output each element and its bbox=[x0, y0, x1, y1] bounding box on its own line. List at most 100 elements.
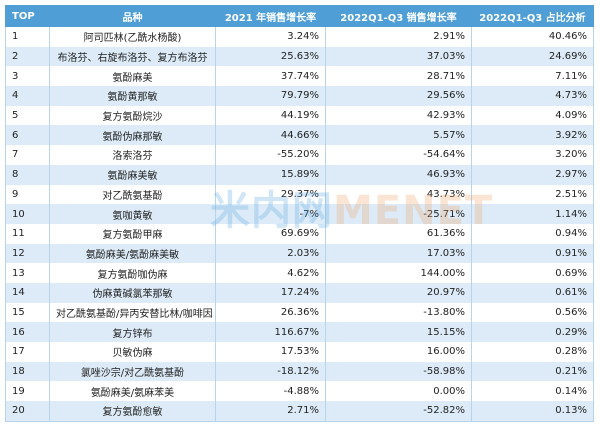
rank-cell: 10 bbox=[5, 204, 50, 224]
product-cell: 氨酚麻美敏 bbox=[49, 164, 216, 185]
value-cell: 0.91% bbox=[471, 243, 594, 264]
value-cell: 24.69% bbox=[471, 46, 594, 67]
value-cell: 4.09% bbox=[471, 105, 594, 126]
value-cell: 16.00% bbox=[325, 342, 472, 362]
product-cell: 复方氨酚愈敏 bbox=[49, 401, 216, 422]
value-cell: 25.63% bbox=[215, 46, 326, 67]
product-cell: 氯唑沙宗/对乙酰氨基酚 bbox=[49, 361, 216, 382]
table-body: 1 阿司匹林(乙酰水杨酸) 3.24% 2.91% 40.46% 2 布洛芬、右旋布洛芬、复… bbox=[5, 26, 594, 422]
value-cell: 0.94% bbox=[471, 223, 594, 244]
value-cell: 15.89% bbox=[215, 164, 326, 185]
table-row: 16 复方锌布 116.67% 15.15% 0.29% bbox=[5, 322, 594, 342]
table-row: 17 贝敏伪麻 17.53% 16.00% 0.28% bbox=[5, 342, 594, 362]
value-cell: 15.15% bbox=[325, 322, 472, 342]
value-cell: 17.24% bbox=[215, 282, 326, 303]
value-cell: -18.12% bbox=[215, 361, 326, 382]
table-row: 3 氨酚麻美 37.74% 28.71% 7.11% bbox=[5, 66, 594, 87]
value-cell: 28.71% bbox=[325, 66, 472, 87]
value-cell: 17.03% bbox=[325, 243, 472, 264]
product-cell: 复方氨酚甲麻 bbox=[49, 223, 216, 244]
value-cell: -4.88% bbox=[215, 381, 326, 402]
rank-cell: 14 bbox=[5, 282, 50, 303]
rank-cell: 3 bbox=[5, 66, 50, 87]
data-table: TOP 品种 2021 年销售增长率 2022Q1-Q3 销售增长率 2022Q1-Q3… bbox=[5, 5, 594, 422]
value-cell: 46.93% bbox=[325, 164, 472, 185]
rank-cell: 6 bbox=[5, 125, 50, 146]
product-cell: 复方氨酚烷沙 bbox=[49, 105, 216, 126]
value-cell: 0.56% bbox=[471, 302, 594, 323]
rank-cell: 1 bbox=[5, 26, 50, 47]
rank-cell: 7 bbox=[5, 145, 50, 165]
value-cell: -13.80% bbox=[325, 302, 472, 323]
value-cell: 17.53% bbox=[215, 342, 326, 362]
rank-cell: 5 bbox=[5, 105, 50, 126]
table-row: 10 氨咖黄敏 -7% -25.71% 1.14% bbox=[5, 204, 594, 224]
value-cell: 0.00% bbox=[325, 381, 472, 402]
product-cell: 氨酚麻美/氨麻苯美 bbox=[49, 381, 216, 402]
rank-cell: 16 bbox=[5, 322, 50, 342]
rank-cell: 8 bbox=[5, 164, 50, 185]
value-cell: 20.97% bbox=[325, 282, 472, 303]
value-cell: 44.19% bbox=[215, 105, 326, 126]
rank-cell: 17 bbox=[5, 342, 50, 362]
value-cell: 2.51% bbox=[471, 184, 594, 205]
table-row: 5 复方氨酚烷沙 44.19% 42.93% 4.09% bbox=[5, 105, 594, 126]
value-cell: 4.73% bbox=[471, 86, 594, 106]
product-cell: 洛索洛芬 bbox=[49, 145, 216, 165]
value-cell: 44.66% bbox=[215, 125, 326, 146]
table-row: 12 氨酚麻美/氨酚麻美敏 2.03% 17.03% 0.91% bbox=[5, 243, 594, 264]
value-cell: 40.46% bbox=[471, 26, 594, 47]
value-cell: -7% bbox=[215, 204, 326, 224]
table-row: 20 复方氨酚愈敏 2.71% -52.82% 0.13% bbox=[5, 401, 594, 422]
value-cell: 29.37% bbox=[215, 184, 326, 205]
header-cell: TOP bbox=[5, 5, 50, 27]
rank-cell: 19 bbox=[5, 381, 50, 402]
value-cell: 2.71% bbox=[215, 401, 326, 422]
table-row: 2 布洛芬、右旋布洛芬、复方布洛芬 25.63% 37.03% 24.69% bbox=[5, 46, 594, 67]
product-cell: 氨咖黄敏 bbox=[49, 204, 216, 224]
value-cell: 79.79% bbox=[215, 86, 326, 106]
value-cell: 5.57% bbox=[325, 125, 472, 146]
rank-cell: 2 bbox=[5, 46, 50, 67]
product-cell: 对乙酰氨基酚/异丙安替比林/咖啡因 bbox=[49, 302, 216, 323]
value-cell: 3.92% bbox=[471, 125, 594, 146]
value-cell: 69.69% bbox=[215, 223, 326, 244]
value-cell: 42.93% bbox=[325, 105, 472, 126]
value-cell: 4.62% bbox=[215, 263, 326, 283]
value-cell: -55.20% bbox=[215, 145, 326, 165]
product-cell: 对乙酰氨基酚 bbox=[49, 184, 216, 205]
rank-cell: 20 bbox=[5, 401, 50, 422]
value-cell: -54.64% bbox=[325, 145, 472, 165]
rank-cell: 4 bbox=[5, 86, 50, 106]
table-row: 18 氯唑沙宗/对乙酰氨基酚 -18.12% -58.98% 0.21% bbox=[5, 361, 594, 382]
value-cell: -25.71% bbox=[325, 204, 472, 224]
value-cell: 0.14% bbox=[471, 381, 594, 402]
table-row: 14 伪麻黄碱氯苯那敏 17.24% 20.97% 0.61% bbox=[5, 282, 594, 303]
rank-cell: 9 bbox=[5, 184, 50, 205]
product-cell: 伪麻黄碱氯苯那敏 bbox=[49, 282, 216, 303]
value-cell: 37.03% bbox=[325, 46, 472, 67]
table-row: 4 氨酚黄那敏 79.79% 29.56% 4.73% bbox=[5, 86, 594, 106]
table-row: 9 对乙酰氨基酚 29.37% 43.73% 2.51% bbox=[5, 184, 594, 205]
product-cell: 氨酚黄那敏 bbox=[49, 86, 216, 106]
value-cell: 0.28% bbox=[471, 342, 594, 362]
header-cell: 2021 年销售增长率 bbox=[215, 5, 326, 27]
table-row: 6 氨酚伪麻那敏 44.66% 5.57% 3.92% bbox=[5, 125, 594, 146]
value-cell: 43.73% bbox=[325, 184, 472, 205]
value-cell: 29.56% bbox=[325, 86, 472, 106]
value-cell: 3.24% bbox=[215, 26, 326, 47]
rank-cell: 15 bbox=[5, 302, 50, 323]
value-cell: 1.14% bbox=[471, 204, 594, 224]
value-cell: -58.98% bbox=[325, 361, 472, 382]
rank-cell: 18 bbox=[5, 361, 50, 382]
table-row: 11 复方氨酚甲麻 69.69% 61.36% 0.94% bbox=[5, 223, 594, 244]
product-cell: 氨酚伪麻那敏 bbox=[49, 125, 216, 146]
rank-cell: 13 bbox=[5, 263, 50, 283]
value-cell: 26.36% bbox=[215, 302, 326, 323]
table-row: 7 洛索洛芬 -55.20% -54.64% 3.20% bbox=[5, 145, 594, 165]
table-row: 19 氨酚麻美/氨麻苯美 -4.88% 0.00% 0.14% bbox=[5, 381, 594, 402]
rank-cell: 12 bbox=[5, 243, 50, 264]
product-cell: 阿司匹林(乙酰水杨酸) bbox=[49, 26, 216, 47]
value-cell: 116.67% bbox=[215, 322, 326, 342]
header-row: TOP 品种 2021 年销售增长率 2022Q1-Q3 销售增长率 2022Q1-Q3… bbox=[5, 5, 594, 27]
